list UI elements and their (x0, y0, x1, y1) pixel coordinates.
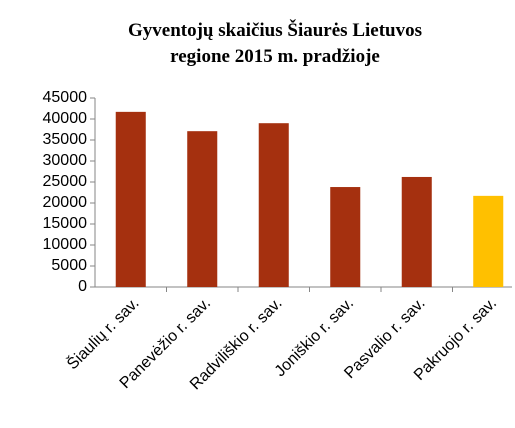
y-tick-label: 10000 (43, 236, 88, 253)
bar (115, 111, 146, 287)
bar (258, 123, 289, 287)
y-tick-label: 30000 (43, 152, 88, 169)
y-tick-label: 25000 (43, 173, 88, 190)
y-tick-label: 15000 (43, 215, 88, 232)
bar (330, 187, 361, 287)
x-tick-label: Šiaulių r. sav. (63, 293, 143, 373)
y-tick-label: 35000 (43, 131, 88, 148)
bar (187, 131, 218, 287)
bar (401, 176, 432, 287)
y-tick-label: 40000 (43, 110, 88, 127)
bar (473, 195, 504, 287)
y-tick-label: 45000 (43, 89, 88, 106)
chart-title: Gyventojų skaičius Šiaurės Lietuvos regi… (127, 20, 422, 67)
y-tick-label: 20000 (43, 194, 88, 211)
y-tick-label: 0 (78, 278, 87, 295)
y-tick-label: 5000 (51, 257, 87, 274)
